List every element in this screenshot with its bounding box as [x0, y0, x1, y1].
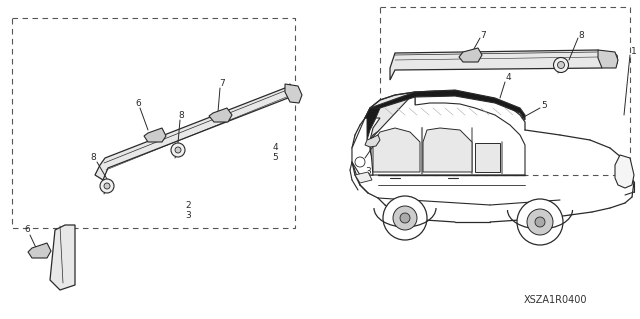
Circle shape — [557, 62, 564, 69]
Circle shape — [104, 183, 110, 189]
Polygon shape — [352, 118, 380, 175]
Circle shape — [517, 199, 563, 245]
Polygon shape — [144, 128, 166, 142]
Circle shape — [393, 206, 417, 230]
Polygon shape — [459, 48, 482, 62]
Polygon shape — [355, 172, 372, 183]
Polygon shape — [95, 84, 295, 180]
Circle shape — [355, 157, 365, 167]
Circle shape — [400, 213, 410, 223]
Text: 2: 2 — [185, 201, 191, 210]
Polygon shape — [209, 108, 232, 122]
Text: 8: 8 — [578, 31, 584, 40]
Text: 5: 5 — [541, 100, 547, 109]
Polygon shape — [423, 128, 472, 172]
Circle shape — [383, 196, 427, 240]
Circle shape — [100, 179, 114, 193]
Text: 6: 6 — [135, 100, 141, 108]
Text: 7: 7 — [480, 31, 486, 40]
Text: 6: 6 — [24, 226, 30, 234]
Polygon shape — [285, 84, 302, 103]
Polygon shape — [365, 108, 380, 140]
Text: 8: 8 — [90, 153, 96, 162]
Polygon shape — [28, 243, 51, 258]
Polygon shape — [390, 50, 602, 80]
Text: 4: 4 — [272, 144, 278, 152]
Circle shape — [175, 147, 181, 153]
Polygon shape — [370, 90, 525, 120]
Polygon shape — [475, 143, 500, 172]
Text: 2: 2 — [357, 158, 363, 167]
Text: 8: 8 — [178, 112, 184, 121]
Text: 1: 1 — [631, 48, 637, 56]
Circle shape — [554, 57, 568, 72]
Text: 7: 7 — [219, 79, 225, 88]
Circle shape — [171, 143, 185, 157]
Text: 3: 3 — [185, 211, 191, 219]
Polygon shape — [50, 225, 75, 290]
Polygon shape — [373, 128, 420, 172]
Text: 5: 5 — [272, 153, 278, 162]
Polygon shape — [598, 50, 618, 68]
Polygon shape — [365, 135, 380, 147]
Polygon shape — [615, 155, 634, 188]
Text: XSZA1R0400: XSZA1R0400 — [524, 295, 587, 305]
Polygon shape — [370, 92, 525, 175]
Polygon shape — [365, 92, 415, 175]
Circle shape — [535, 217, 545, 227]
Circle shape — [527, 209, 553, 235]
Text: 4: 4 — [505, 73, 511, 83]
Text: 3: 3 — [365, 167, 371, 176]
